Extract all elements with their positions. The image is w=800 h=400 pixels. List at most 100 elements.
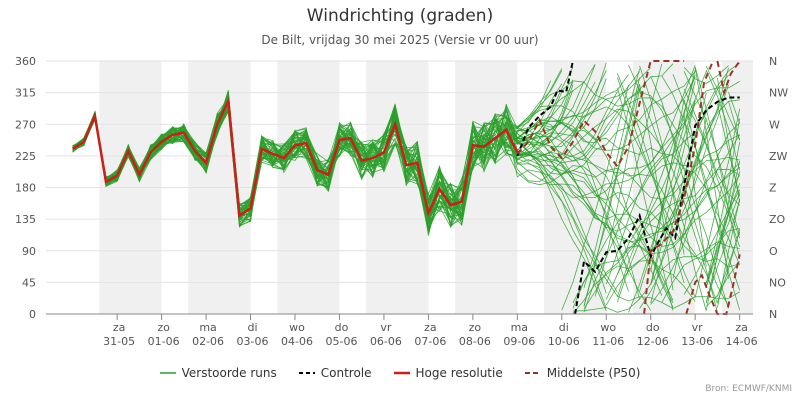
ensemble-run-line — [572, 84, 729, 313]
grid-lines — [46, 60, 753, 315]
y-tick-label: 180 — [15, 182, 36, 195]
x-tick-weekday: vr — [692, 321, 704, 334]
ensemble-run-line — [583, 68, 640, 289]
ensemble-run-line — [639, 84, 674, 291]
ensemble-run-line — [661, 75, 741, 311]
control-line — [516, 60, 574, 157]
chart-title: Windrichting (graden) — [306, 6, 494, 26]
compass-tick-label: NW — [769, 87, 788, 100]
ensemble-run-line — [705, 183, 741, 288]
ensemble-run-line — [717, 103, 741, 197]
legend-item-control[interactable]: Controle — [298, 366, 372, 380]
legend: Verstoorde runs Controle Hoge resolutie … — [0, 366, 800, 380]
ensemble-run-line — [661, 228, 740, 303]
x-tick-weekday: ma — [199, 321, 216, 334]
ensemble-run-line — [705, 141, 741, 310]
compass-tick-label: ZW — [769, 150, 788, 163]
median-line — [516, 60, 685, 169]
ensemble-run-line — [617, 77, 740, 268]
ensemble-run-line — [717, 198, 741, 308]
axes: 04590135180225270315360NNOOZOZZWWNWNza31… — [15, 55, 788, 348]
x-tick-date: 08-06 — [459, 335, 491, 348]
ensemble-run-line — [605, 81, 740, 285]
y-tick-label: 225 — [15, 150, 36, 163]
y-tick-label: 90 — [22, 245, 36, 258]
x-tick-weekday: di — [559, 321, 569, 334]
legend-swatch-control — [298, 372, 315, 374]
compass-tick-label: N — [769, 308, 777, 321]
compass-tick-label: W — [769, 118, 780, 131]
y-tick-label: 45 — [22, 276, 36, 289]
legend-item-median[interactable]: Middelste (P50) — [524, 366, 641, 380]
x-tick-weekday: za — [735, 321, 748, 334]
chart-subtitle: De Bilt, vrijdag 30 mei 2025 (Versie vr … — [261, 33, 539, 47]
x-tick-weekday: ma — [511, 321, 528, 334]
compass-tick-label: Z — [769, 182, 777, 195]
x-tick-weekday: do — [335, 321, 349, 334]
ensemble-run-line — [72, 62, 607, 223]
y-tick-label: 270 — [15, 118, 36, 131]
x-tick-date: 31-05 — [103, 335, 135, 348]
ensemble-run-line — [561, 84, 629, 311]
y-tick-label: 135 — [15, 213, 36, 226]
legend-label-median: Middelste (P50) — [546, 366, 641, 380]
ensemble-run-line — [617, 73, 685, 283]
x-tick-weekday: wo — [600, 321, 616, 334]
ensemble-run-line — [72, 63, 674, 226]
legend-swatch-median — [524, 372, 541, 374]
x-tick-date: 12-06 — [637, 335, 669, 348]
ensemble-run-line — [628, 99, 696, 313]
ensemble-run-line — [639, 65, 685, 255]
ensemble-run-line — [683, 114, 707, 267]
x-tick-weekday: di — [248, 321, 258, 334]
ensemble-run-line — [617, 80, 696, 303]
legend-label-hires: Hoge resolutie — [415, 366, 503, 380]
x-tick-date: 03-06 — [237, 335, 269, 348]
median-line — [643, 60, 714, 315]
ensemble-run-line — [683, 88, 740, 206]
x-tick-date: 13-06 — [681, 335, 713, 348]
ensemble-run-line — [672, 74, 741, 239]
ensemble-run-line — [572, 134, 741, 304]
y-tick-label: 0 — [29, 308, 36, 321]
legend-label-control: Controle — [320, 366, 372, 380]
ensemble-run-line — [617, 87, 674, 311]
x-tick-date: 14-06 — [726, 335, 758, 348]
x-tick-weekday: za — [424, 321, 437, 334]
compass-tick-label: O — [769, 245, 778, 258]
x-tick-date: 05-06 — [325, 335, 357, 348]
x-tick-date: 09-06 — [503, 335, 535, 348]
ensemble-run-line — [650, 67, 729, 304]
legend-item-ensemble[interactable]: Verstoorde runs — [159, 366, 277, 380]
x-tick-weekday: do — [646, 321, 660, 334]
x-tick-date: 10-06 — [548, 335, 580, 348]
median-line — [685, 254, 741, 315]
x-tick-date: 04-06 — [281, 335, 313, 348]
compass-tick-label: ZO — [769, 213, 786, 226]
ensemble-run-line — [705, 70, 741, 171]
x-tick-date: 06-06 — [370, 335, 402, 348]
legend-label-ensemble: Verstoorde runs — [181, 366, 277, 380]
ensemble-run-line — [728, 101, 741, 141]
x-tick-weekday: za — [113, 321, 126, 334]
legend-item-hires[interactable]: Hoge resolutie — [393, 366, 503, 380]
x-tick-date: 07-06 — [414, 335, 446, 348]
compass-tick-label: NO — [769, 276, 786, 289]
ensemble-run-line — [239, 91, 618, 224]
x-tick-date: 02-06 — [192, 335, 224, 348]
hires-line — [72, 96, 519, 218]
ensemble-run-line — [683, 71, 741, 236]
ensemble-run-line — [617, 62, 740, 275]
y-tick-label: 360 — [15, 55, 36, 68]
ensemble-run-line — [694, 68, 729, 279]
x-tick-weekday: wo — [289, 321, 305, 334]
x-tick-date: 11-06 — [592, 335, 624, 348]
compass-tick-label: N — [769, 55, 777, 68]
ensemble-run-line — [717, 228, 741, 303]
credits: Bron: ECMWF/KNMI — [705, 384, 792, 394]
x-tick-date: 01-06 — [148, 335, 180, 348]
x-tick-weekday: zo — [157, 321, 170, 334]
ensemble-run-line — [572, 74, 729, 309]
ensemble-run-line — [650, 92, 707, 285]
